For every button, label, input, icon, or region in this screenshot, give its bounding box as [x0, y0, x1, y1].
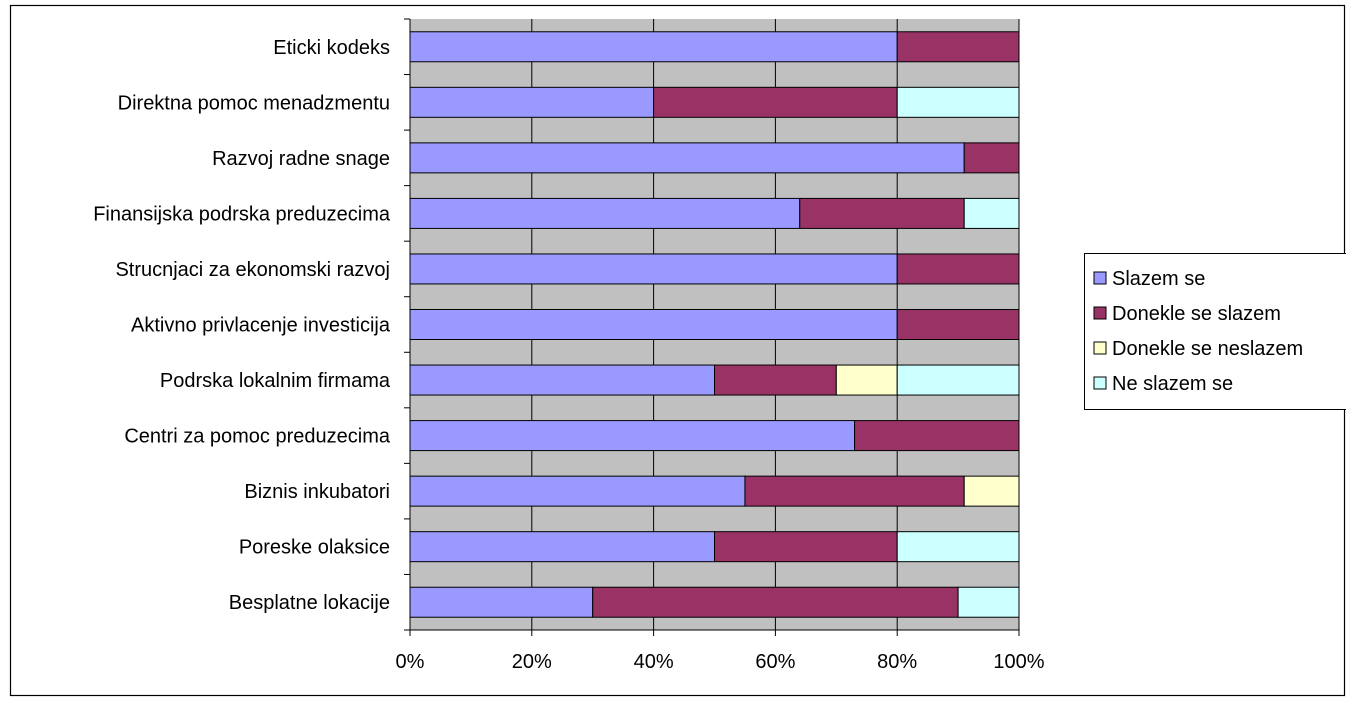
bar-segment — [745, 476, 964, 506]
bar-segment — [410, 310, 897, 340]
y-tick-label: Direktna pomoc menadzmentu — [118, 92, 390, 114]
y-tick-label: Poreske olaksice — [239, 537, 390, 559]
y-tick-label: Podrska lokalnim firmama — [160, 370, 391, 392]
bar-segment — [836, 365, 897, 395]
bar-segment — [593, 587, 958, 617]
legend-label: Donekle se slazem — [1112, 303, 1281, 325]
y-tick-label: Centri za pomoc preduzecima — [124, 426, 391, 448]
bar-segment — [410, 198, 800, 228]
bar-segment — [654, 87, 898, 117]
bar-segment — [410, 365, 715, 395]
bar-segment — [964, 476, 1019, 506]
y-tick-label: Strucnjaci za ekonomski razvoj — [115, 259, 390, 281]
bar-segment — [410, 476, 745, 506]
bar-segment — [715, 532, 898, 562]
x-tick-label: 40% — [634, 651, 674, 673]
bar-segment — [897, 87, 1019, 117]
bar-segment — [897, 532, 1019, 562]
y-tick-label: Razvoj radne snage — [212, 148, 390, 170]
y-tick-label: Finansijska podrska preduzecima — [93, 203, 391, 225]
legend-label: Slazem se — [1112, 268, 1205, 290]
legend-label: Ne slazem se — [1112, 373, 1233, 395]
bar-segment — [410, 87, 654, 117]
legend-swatch — [1094, 342, 1106, 354]
y-tick-label: Besplatne lokacije — [229, 592, 390, 614]
legend-label: Donekle se neslazem — [1112, 338, 1303, 360]
x-tick-label: 60% — [755, 651, 795, 673]
y-tick-label: Aktivno privlacenje investicija — [131, 315, 391, 337]
legend-swatch — [1094, 377, 1106, 389]
x-tick-label: 100% — [993, 651, 1044, 673]
bar-segment — [964, 198, 1019, 228]
bar-segment — [410, 421, 855, 451]
bar-segment — [410, 254, 897, 284]
bar-segment — [964, 143, 1019, 173]
bar-segment — [410, 32, 897, 62]
bar-segment — [897, 310, 1019, 340]
x-tick-label: 0% — [396, 651, 425, 673]
bar-segment — [410, 143, 964, 173]
bar-segment — [715, 365, 837, 395]
x-tick-label: 20% — [512, 651, 552, 673]
bar-segment — [410, 532, 715, 562]
x-tick-label: 80% — [877, 651, 917, 673]
legend-swatch — [1094, 272, 1106, 284]
bar-segment — [958, 587, 1019, 617]
bar-segment — [855, 421, 1019, 451]
bar-segment — [897, 254, 1019, 284]
bar-segment — [897, 32, 1019, 62]
bar-segment — [410, 587, 593, 617]
legend-swatch — [1094, 307, 1106, 319]
y-tick-label: Eticki kodeks — [273, 37, 390, 59]
bar-segment — [800, 198, 964, 228]
y-tick-label: Biznis inkubatori — [244, 481, 390, 503]
bar-segment — [897, 365, 1019, 395]
